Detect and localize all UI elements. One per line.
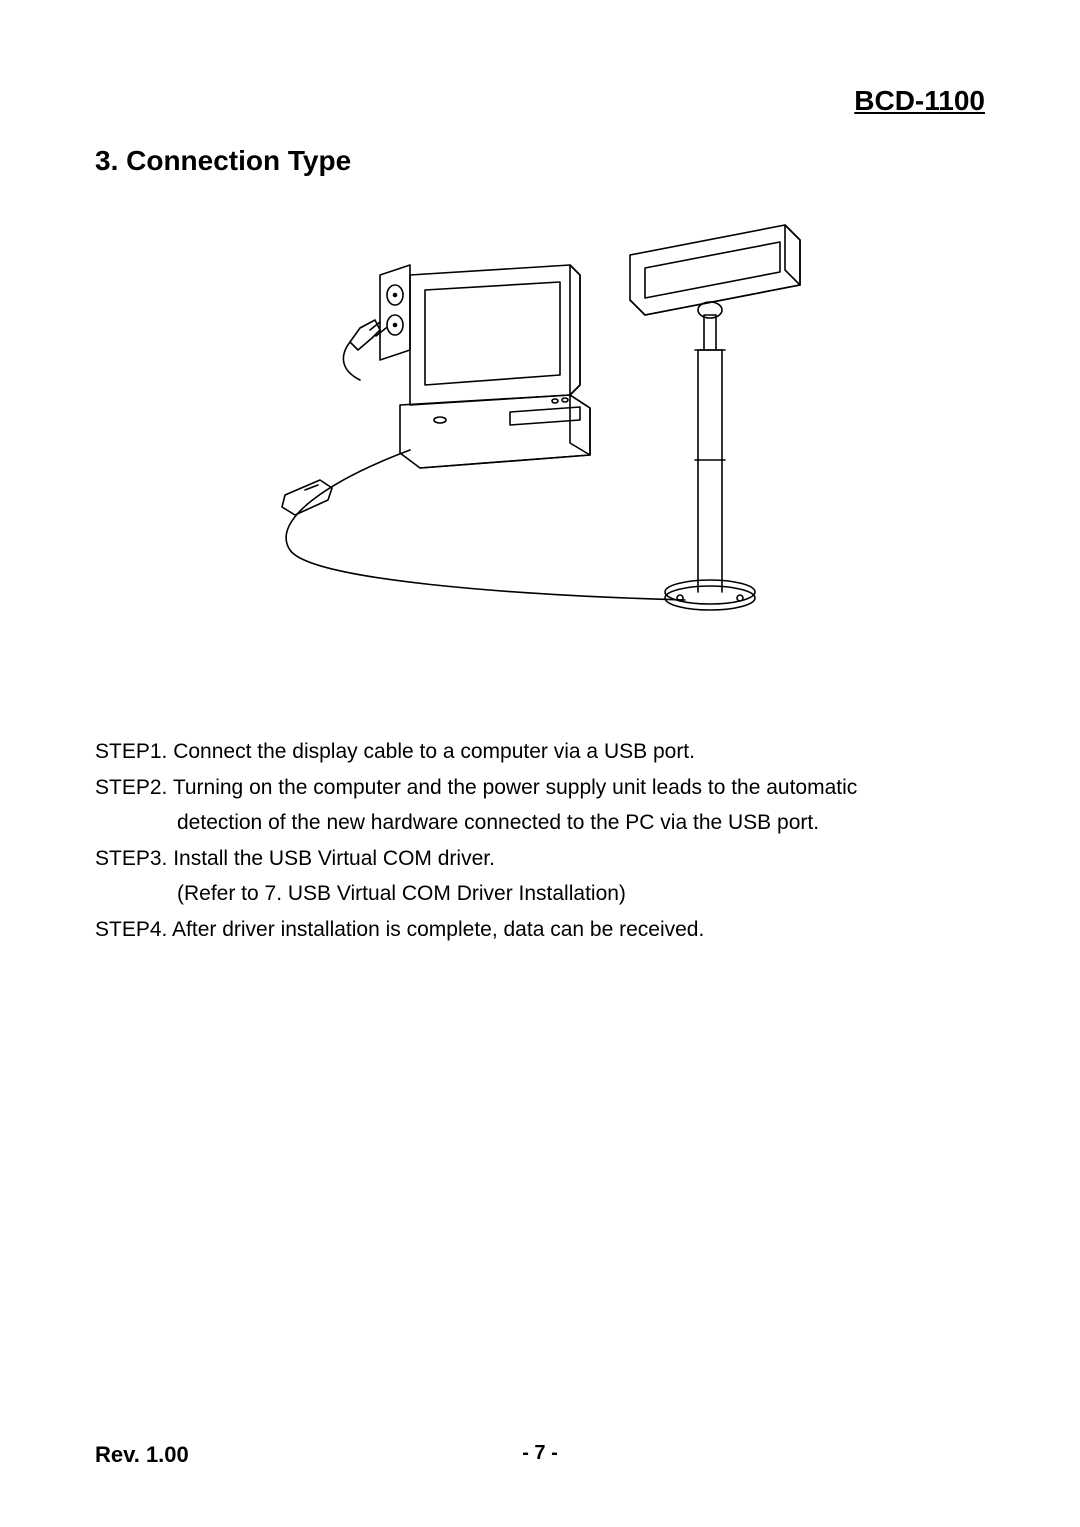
section-title: 3. Connection Type xyxy=(95,145,351,177)
pole-display-icon xyxy=(630,225,800,610)
computer-monitor-icon xyxy=(410,265,580,405)
page-number: - 7 - xyxy=(522,1442,558,1465)
page-footer: Rev. 1.00 - 7 - xyxy=(95,1442,985,1472)
document-model-header: BCD-1100 xyxy=(854,85,985,117)
step-3-line-2: (Refer to 7. USB Virtual COM Driver Inst… xyxy=(95,877,985,911)
step-4: STEP4. After driver installation is comp… xyxy=(95,913,985,947)
step-2-line-1: STEP2. Turning on the computer and the p… xyxy=(95,771,985,805)
step-1: STEP1. Connect the display cable to a co… xyxy=(95,735,985,769)
usb-cable-icon xyxy=(282,450,685,600)
steps-block: STEP1. Connect the display cable to a co… xyxy=(95,735,985,949)
step-3-line-1: STEP3. Install the USB Virtual COM drive… xyxy=(95,842,985,876)
connection-diagram xyxy=(210,220,850,620)
step-2-line-2: detection of the new hardware connected … xyxy=(95,806,985,840)
revision-label: Rev. 1.00 xyxy=(95,1442,189,1468)
wall-outlet-icon xyxy=(380,265,410,360)
computer-tower-icon xyxy=(400,395,590,468)
